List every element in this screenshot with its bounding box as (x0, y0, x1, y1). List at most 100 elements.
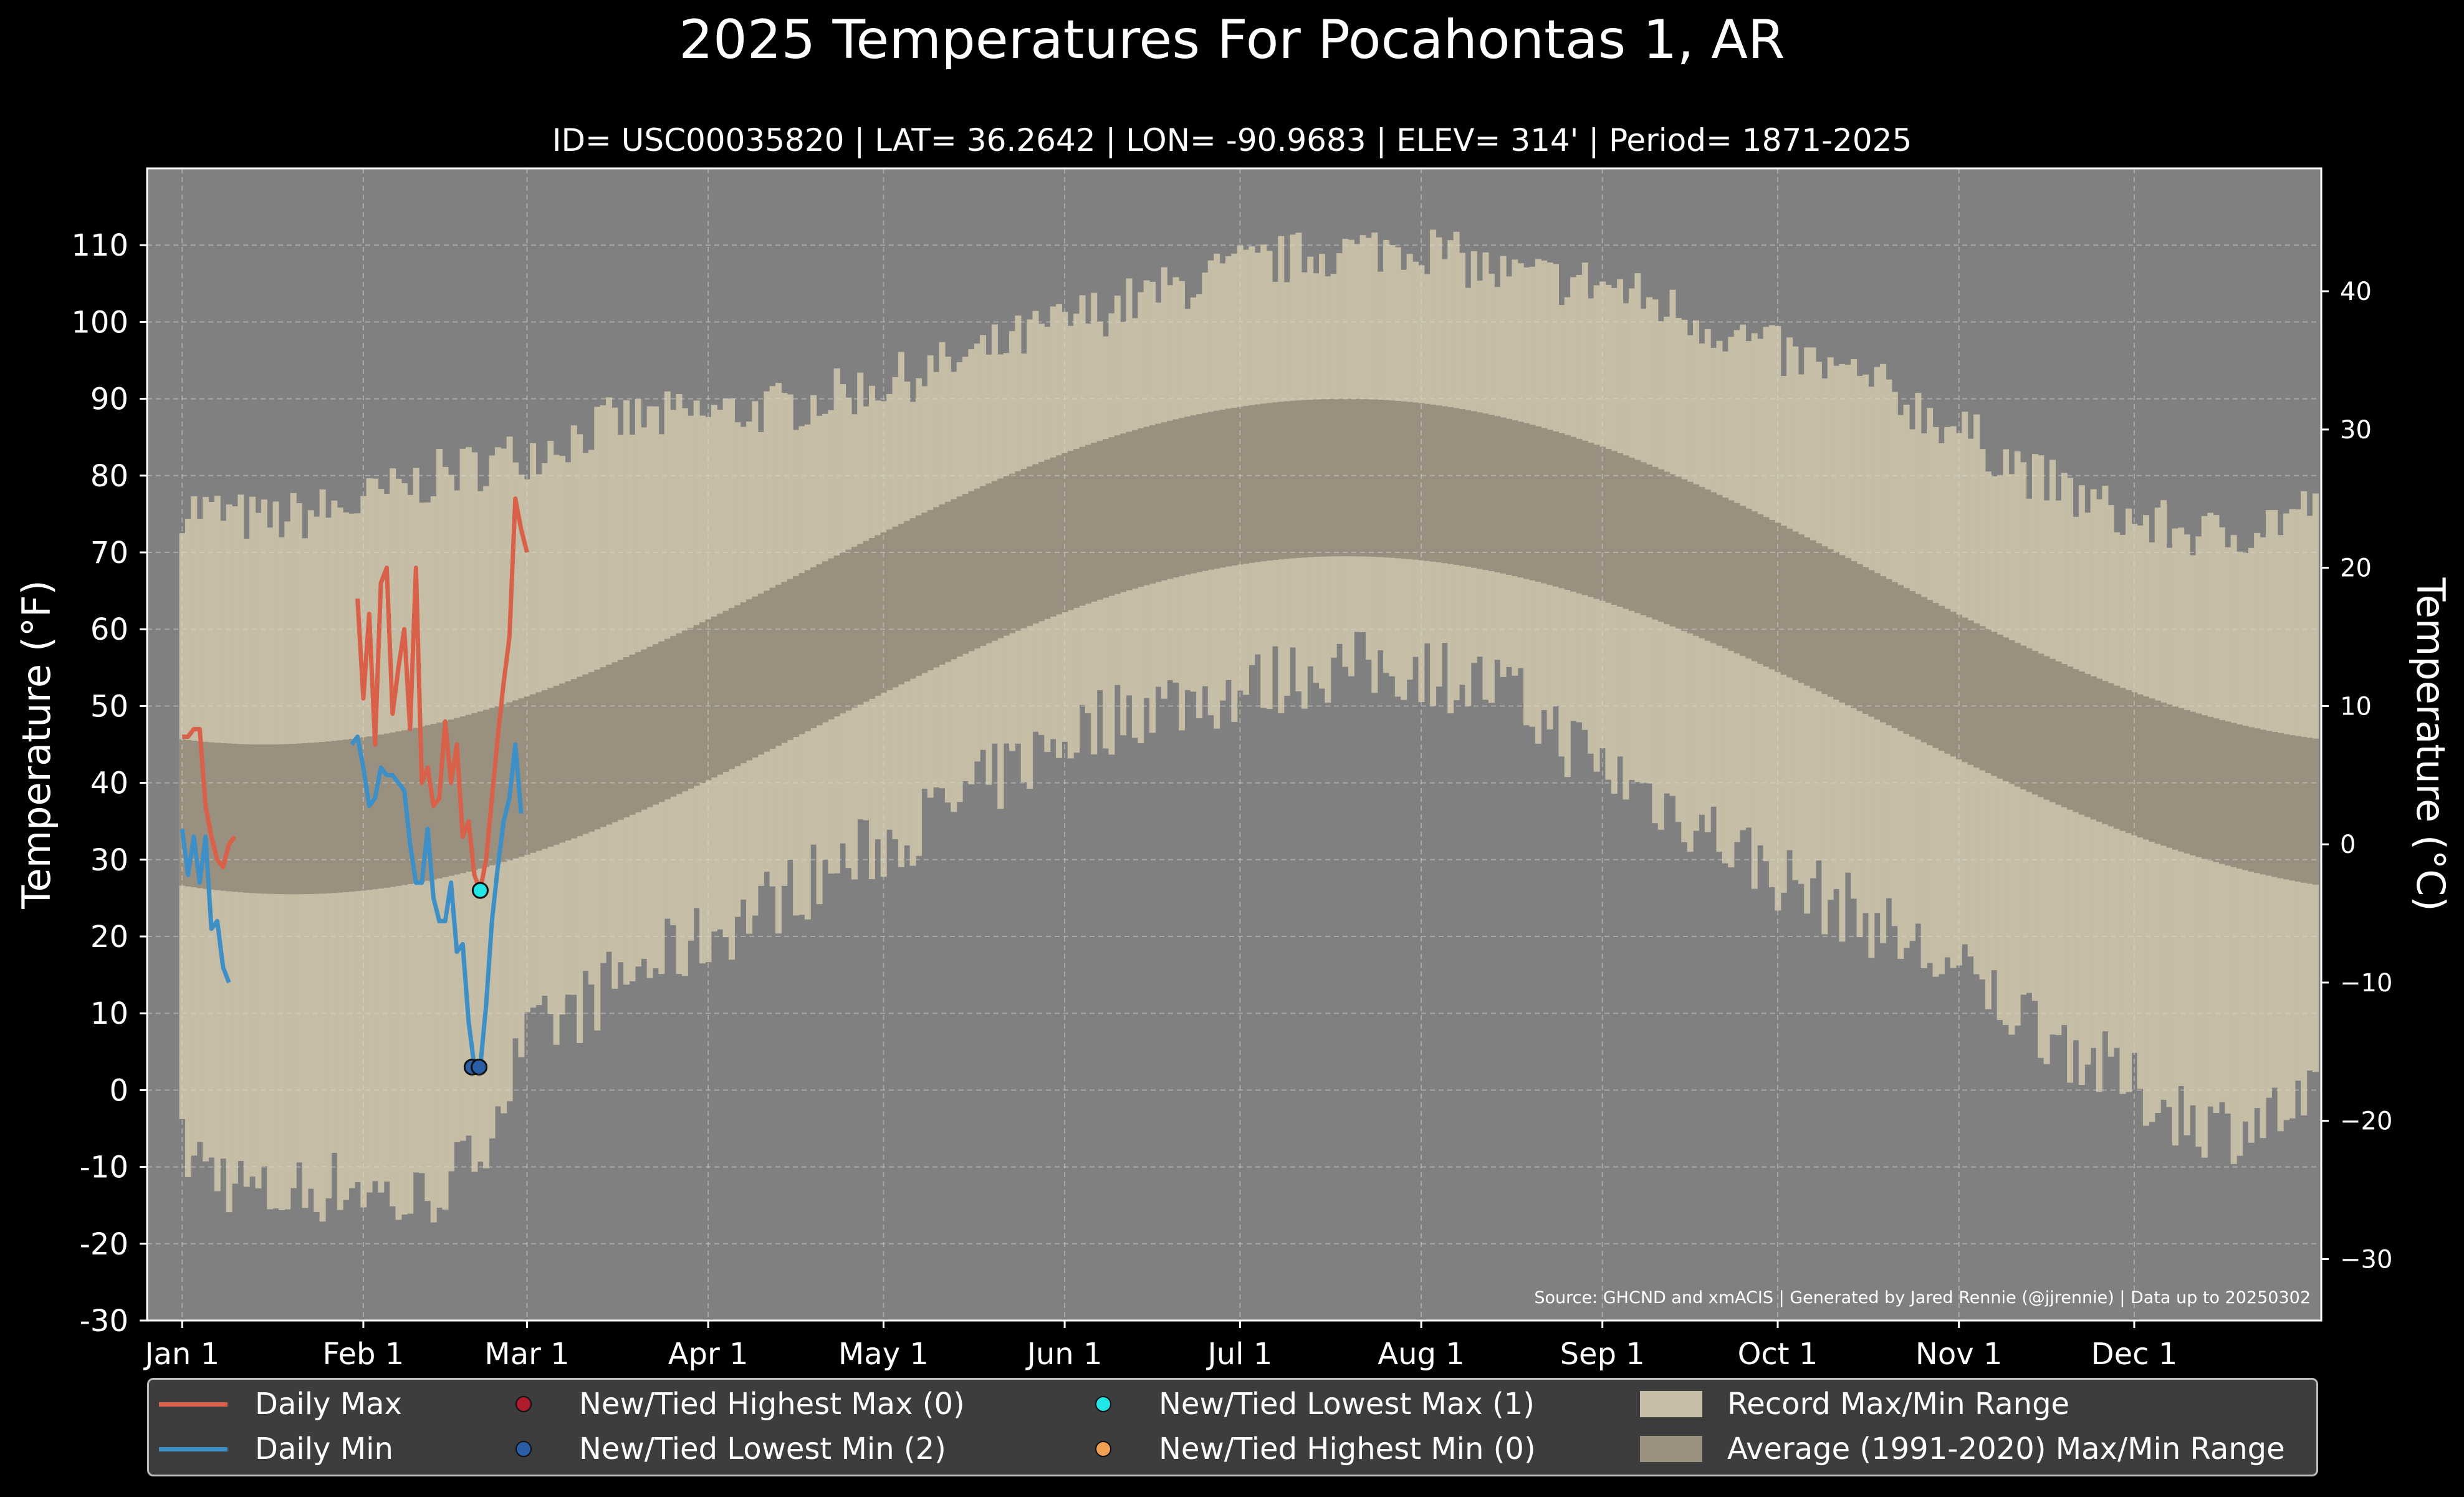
average-range-bar (875, 535, 881, 696)
average-range-bar (1202, 413, 1209, 571)
average-range-bar (1056, 455, 1062, 615)
x-tick-label: Jul 1 (1206, 1337, 1273, 1372)
chart-subtitle: ID= USC00035820 | LAT= 36.2642 | LON= -9… (552, 122, 1912, 158)
average-range-bar (2225, 721, 2232, 866)
y-tick-label: 80 (90, 459, 128, 494)
average-range-bar (2090, 676, 2097, 820)
new-lowest-min-swatch (515, 1441, 532, 1457)
average-range-bar (974, 488, 980, 649)
average-range-bar (1149, 425, 1156, 584)
average-range-bar (1652, 466, 1659, 620)
new-highest-max-swatch (515, 1396, 532, 1412)
x-tick-label: Dec 1 (2091, 1337, 2178, 1372)
average-range-bar (1745, 508, 1752, 659)
average-range-bar (1307, 400, 1314, 557)
plot-frame (146, 167, 2323, 1322)
average-range-bar (1318, 399, 1325, 557)
average-range-bar (530, 694, 537, 853)
average-range-bar (518, 698, 525, 857)
average-range-bar (816, 564, 823, 726)
average-range-bar (237, 744, 244, 893)
average-range-bar (1780, 526, 1787, 675)
average-range-bar (1184, 416, 1191, 575)
average-range-bar (1786, 528, 1793, 678)
average-range-bar (757, 594, 764, 755)
average-range-bar (2201, 715, 2208, 859)
average-range-bar (2312, 738, 2319, 885)
average-range-bar (2190, 711, 2197, 855)
average-range-bar (1546, 430, 1553, 585)
record-range-swatch (1640, 1391, 1702, 1417)
average-range-bar (1851, 561, 1858, 708)
average-range-bar (1868, 570, 1875, 717)
average-range-bar (1915, 594, 1922, 740)
average-range-bar (600, 667, 606, 827)
average-range-bar (1991, 632, 1998, 776)
new-lowest-max-swatch (1095, 1396, 1111, 1412)
new-highest-min-swatch (1095, 1441, 1111, 1457)
average-range-bar (2061, 664, 2068, 807)
x-tick-label: Apr 1 (668, 1337, 749, 1372)
x-tick-label: Mar 1 (484, 1337, 569, 1372)
legend-new-highest-min-label: New/Tied Highest Min (0) (1159, 1432, 1536, 1466)
average-range-bar (1120, 433, 1127, 592)
average-range-bar (1728, 500, 1735, 651)
average-range-bar (1038, 461, 1045, 622)
average-range-bar (951, 499, 957, 660)
average-range-bar (348, 739, 355, 892)
average-range-bar (372, 735, 378, 890)
average-range-bar (898, 524, 904, 685)
average-range-bar (1979, 626, 1986, 771)
average-range-bar (1096, 441, 1103, 600)
average-range-bar (1512, 420, 1518, 577)
average-range-bar (2008, 640, 2015, 784)
daily-max-line (182, 726, 237, 870)
average-range-bar (2248, 727, 2255, 872)
average-range-bar (2055, 661, 2062, 805)
average-range-bar (1091, 443, 1098, 602)
average-range-bar (734, 605, 741, 766)
average-range-bar (2043, 656, 2050, 800)
average-range-bar (833, 555, 840, 717)
average-range-bar (1283, 401, 1290, 559)
average-range-bar (553, 685, 560, 845)
average-range-swatch (1640, 1436, 1702, 1462)
average-range-bar (1581, 440, 1588, 595)
average-range-bar (828, 558, 835, 720)
average-range-bar (851, 546, 858, 708)
average-range-bar (1675, 476, 1682, 629)
average-range-bar (2260, 729, 2266, 875)
average-range-bar (1342, 398, 1349, 557)
average-range-bar (1950, 612, 1957, 757)
average-range-bar (2294, 736, 2301, 882)
average-range-bar (2038, 653, 2045, 797)
average-range-bar (226, 743, 232, 892)
average-range-bar (2230, 723, 2237, 867)
average-range-bar (2242, 726, 2249, 870)
average-range-bar (1891, 582, 1898, 728)
average-range-bar (1114, 435, 1121, 594)
daily-min-line (180, 829, 231, 984)
average-range-bar (1067, 451, 1074, 610)
average-range-bar (1015, 471, 1022, 631)
average-range-bar (1962, 617, 1968, 763)
average-range-bar (617, 660, 624, 820)
average-range-bar (1272, 402, 1278, 561)
average-range-bar (1558, 433, 1565, 589)
average-range-bar (2184, 710, 2190, 854)
average-range-bar (2026, 648, 2033, 792)
average-range-bar (1740, 506, 1747, 657)
average-range-bar (658, 641, 665, 802)
average-range-bar (1441, 406, 1448, 564)
average-range-bar (2277, 733, 2284, 878)
average-range-bar (1470, 411, 1477, 568)
average-range-bar (2218, 720, 2225, 864)
y-tick-label: -30 (80, 1304, 128, 1339)
average-range-bar (249, 744, 256, 893)
average-range-bar (594, 669, 601, 830)
y-right-tick-label: −30 (2340, 1245, 2392, 1274)
average-range-bar (980, 486, 987, 646)
average-range-bar (1733, 503, 1740, 653)
average-range-bar (2265, 731, 2272, 876)
average-range-bar (997, 478, 1004, 638)
